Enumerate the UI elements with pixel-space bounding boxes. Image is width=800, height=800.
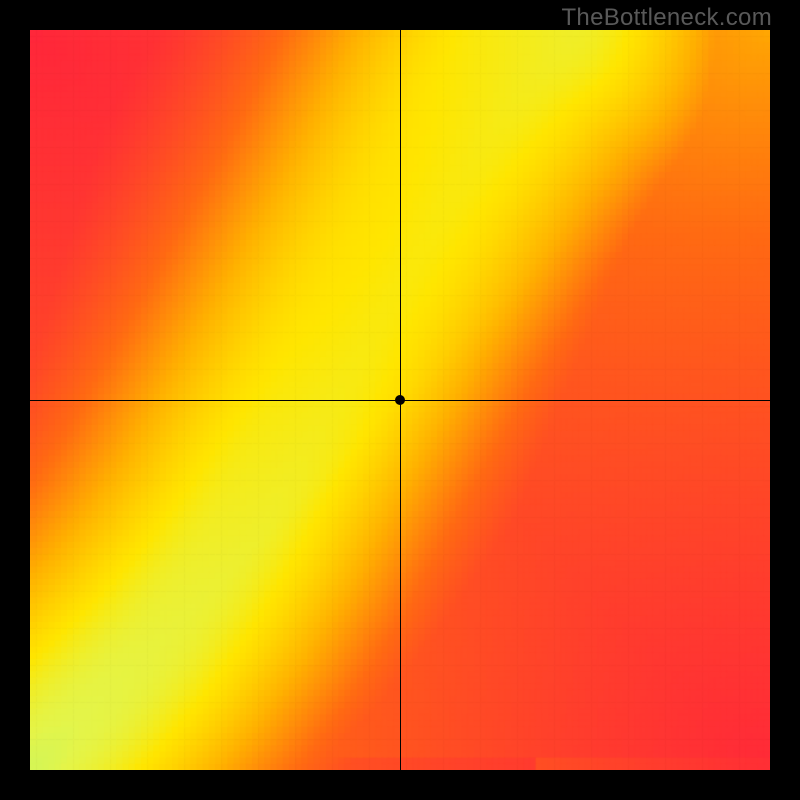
chart-container: TheBottleneck.com — [0, 0, 800, 800]
crosshair-marker-dot — [395, 395, 405, 405]
watermark-text: TheBottleneck.com — [561, 4, 772, 32]
plot-area — [30, 30, 770, 770]
